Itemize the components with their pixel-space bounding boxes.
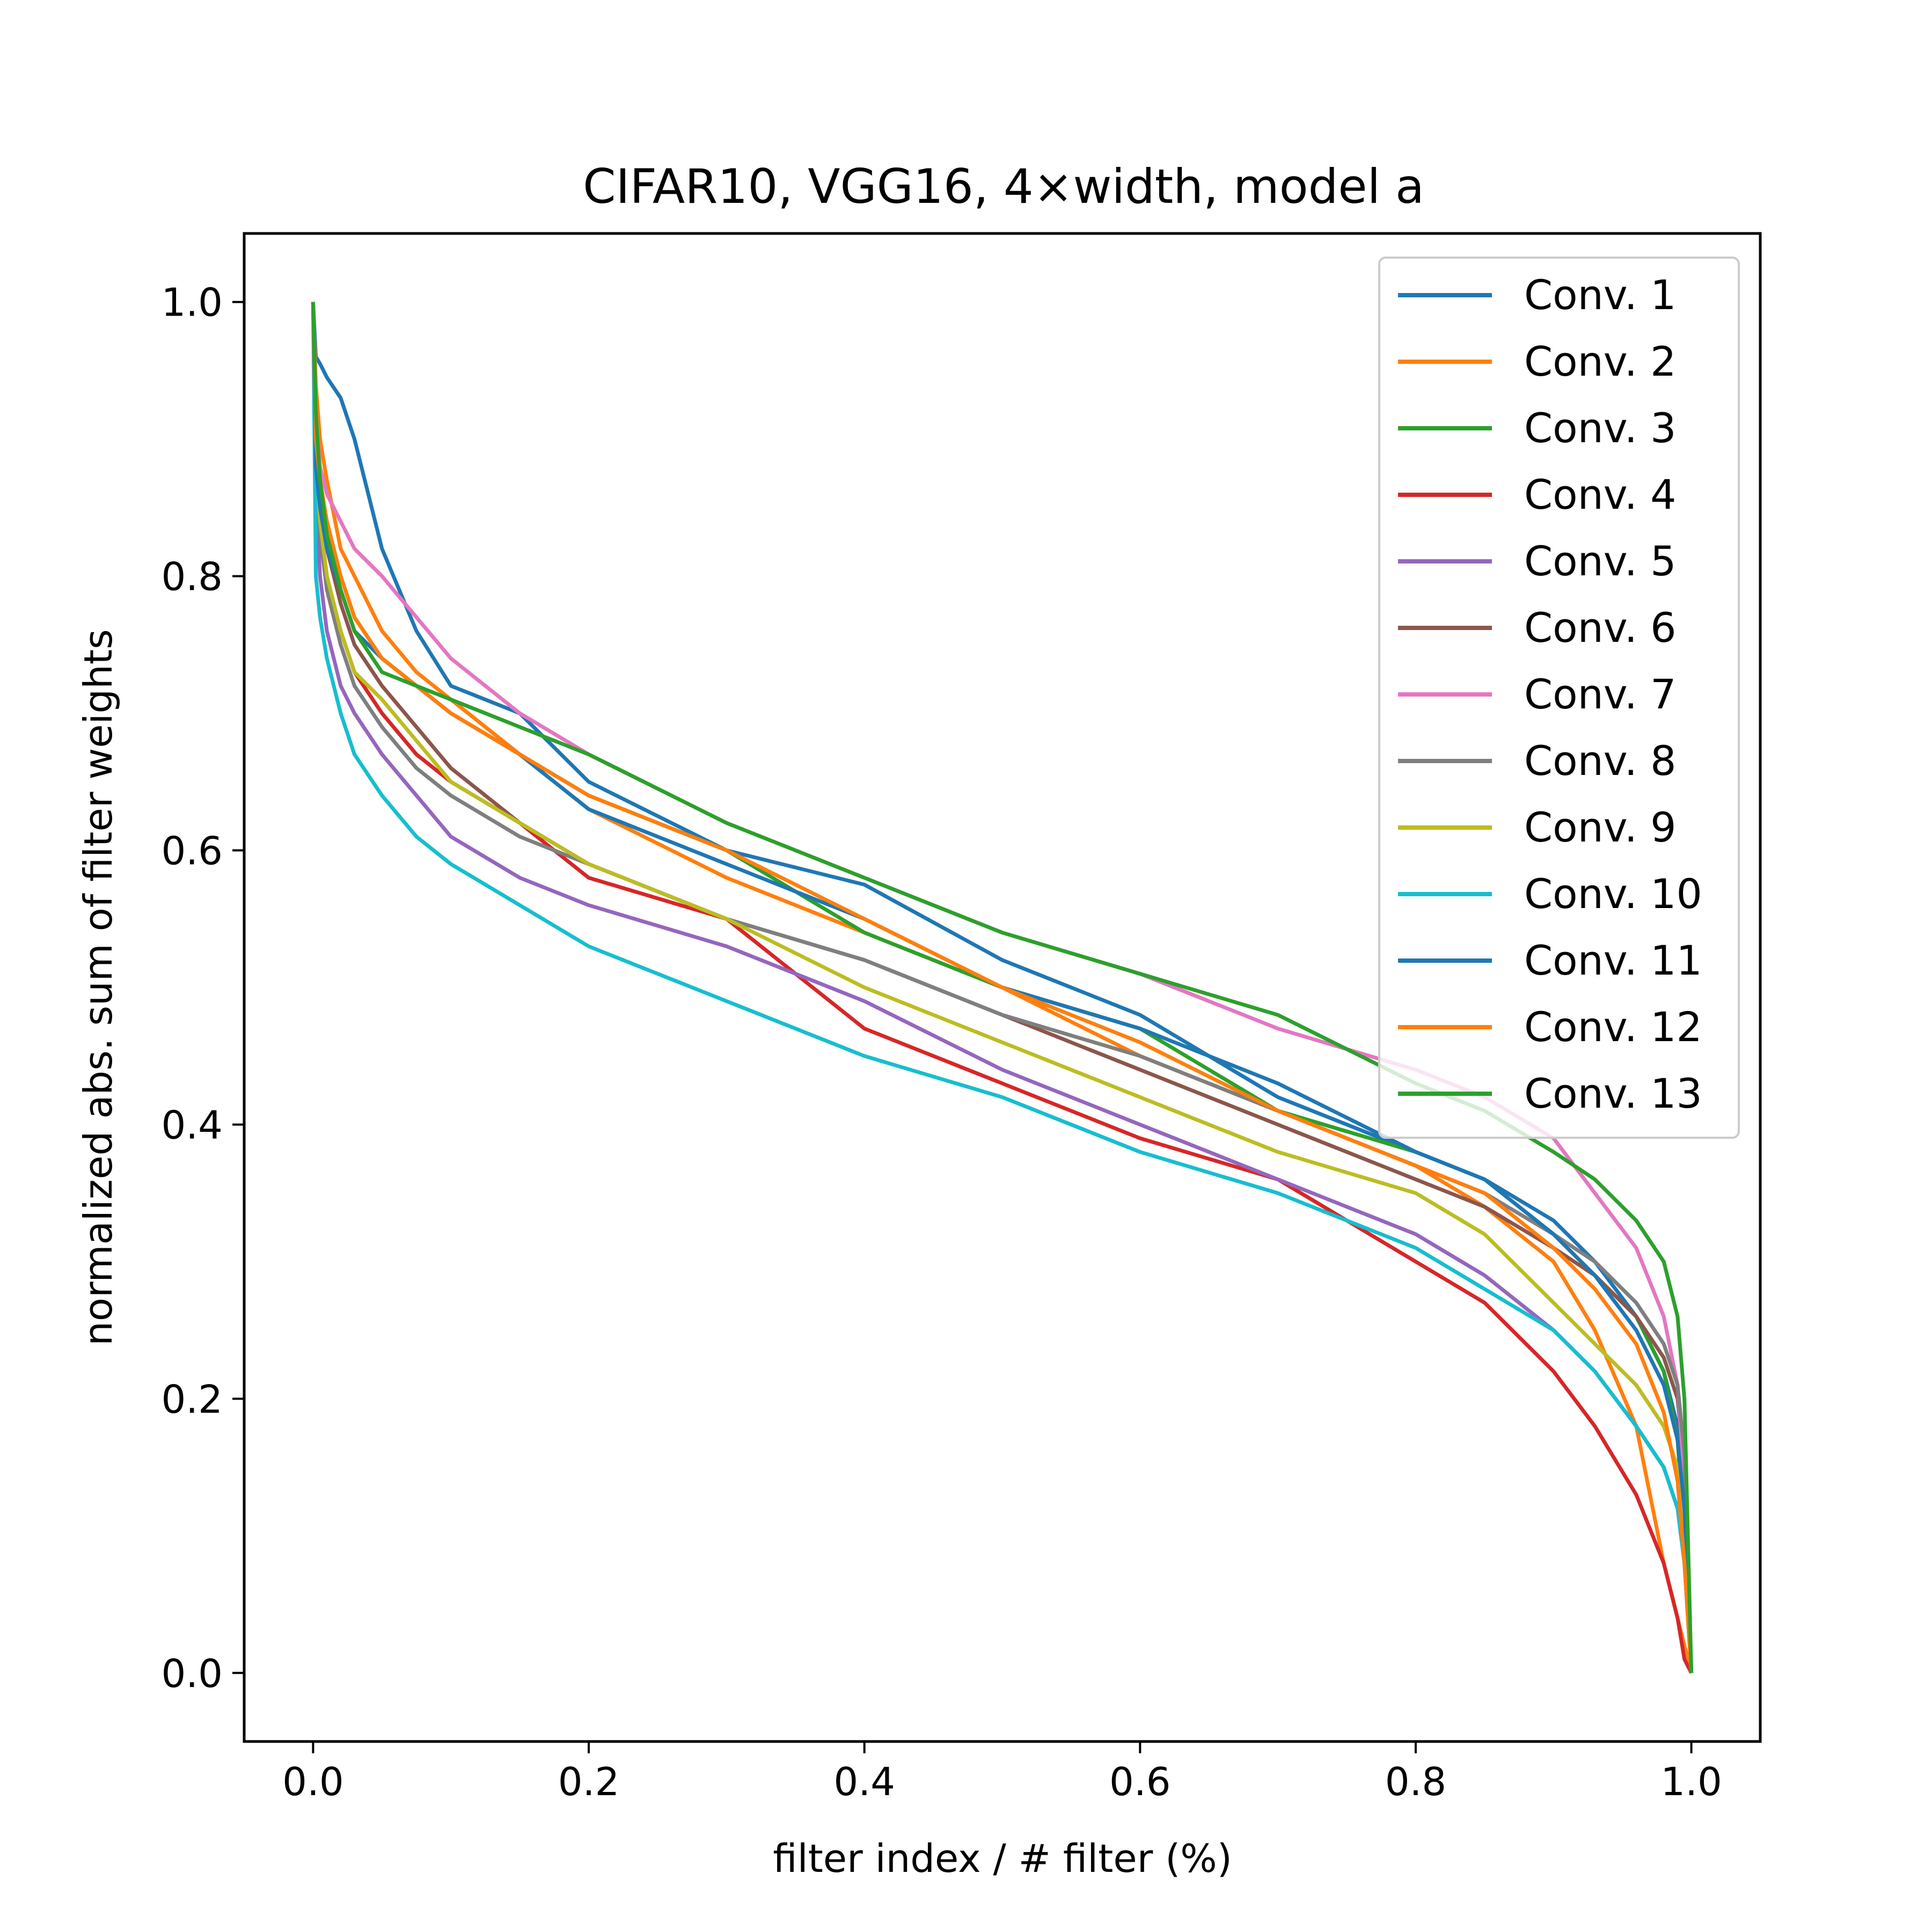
y-tick-label: 0.6 (161, 829, 223, 874)
legend-label: Conv. 1 (1524, 271, 1676, 319)
legend-label: Conv. 9 (1524, 803, 1676, 851)
legend: Conv. 1 Conv. 2 Conv. 3 Conv. 4 Conv. 5 Conv.… (1378, 257, 1740, 1139)
legend-item-conv-1: Conv. 1 (1398, 271, 1676, 319)
x-axis-label: filter index / # filter (%) (773, 1836, 1232, 1881)
legend-label: Conv. 2 (1524, 338, 1676, 385)
legend-item-conv-5: Conv. 5 (1398, 537, 1676, 585)
y-axis-ticks: 0.0 0.2 0.4 0.6 0.8 1.0 (161, 280, 244, 1696)
y-axis-label: normalized abs. sum of filter weights (76, 629, 121, 1345)
series-line-conv-12 (311, 302, 1694, 1673)
x-tick-label: 1.0 (1660, 1759, 1722, 1804)
legend-label: Conv. 8 (1524, 737, 1676, 785)
legend-label: Conv. 10 (1524, 870, 1702, 918)
legend-item-conv-12: Conv. 12 (1398, 1003, 1702, 1051)
legend-label: Conv. 7 (1524, 670, 1676, 718)
legend-item-conv-11: Conv. 11 (1398, 936, 1702, 984)
legend-box (1378, 257, 1740, 1139)
legend-item-conv-13: Conv. 13 (1398, 1070, 1702, 1117)
legend-item-conv-3: Conv. 3 (1398, 404, 1676, 452)
chart-title: CIFAR10, VGG16, 4×width, model a (583, 159, 1424, 214)
series-line-conv-9 (311, 302, 1694, 1673)
series-line-conv-10 (311, 302, 1694, 1673)
x-tick-label: 0.4 (833, 1759, 895, 1804)
x-tick-label: 0.8 (1385, 1759, 1447, 1804)
legend-item-conv-6: Conv. 6 (1398, 604, 1676, 652)
plot-frame (243, 232, 1762, 1743)
legend-label: Conv. 4 (1524, 471, 1676, 518)
legend-label: Conv. 13 (1524, 1070, 1702, 1117)
legend-item-conv-10: Conv. 10 (1398, 870, 1702, 918)
legend-item-conv-9: Conv. 9 (1398, 803, 1676, 851)
legend-label: Conv. 12 (1524, 1003, 1702, 1051)
x-tick-label: 0.0 (282, 1759, 344, 1804)
legend-item-conv-7: Conv. 7 (1398, 670, 1676, 718)
legend-item-conv-2: Conv. 2 (1398, 338, 1676, 385)
legend-item-conv-4: Conv. 4 (1398, 471, 1676, 518)
legend-items: Conv. 1 Conv. 2 Conv. 3 Conv. 4 Conv. 5 Conv.… (1398, 271, 1702, 1117)
legend-label: Conv. 11 (1524, 936, 1702, 984)
x-tick-label: 0.6 (1109, 1759, 1171, 1804)
y-tick-label: 0.0 (161, 1651, 223, 1696)
y-tick-label: 1.0 (161, 280, 223, 325)
x-axis-ticks: 0.0 0.2 0.4 0.6 0.8 1.0 (282, 1741, 1722, 1804)
plot-lines (311, 302, 1694, 1674)
legend-item-conv-8: Conv. 8 (1398, 737, 1676, 785)
series-line-conv-8 (311, 302, 1694, 1673)
series-line-conv-13 (311, 302, 1694, 1673)
legend-label: Conv. 3 (1524, 404, 1676, 452)
legend-label: Conv. 6 (1524, 604, 1676, 652)
legend-label: Conv. 5 (1524, 537, 1676, 585)
y-tick-label: 0.2 (161, 1377, 223, 1422)
y-tick-label: 0.8 (161, 554, 223, 599)
x-tick-label: 0.2 (558, 1759, 620, 1804)
y-tick-label: 0.4 (161, 1102, 223, 1147)
